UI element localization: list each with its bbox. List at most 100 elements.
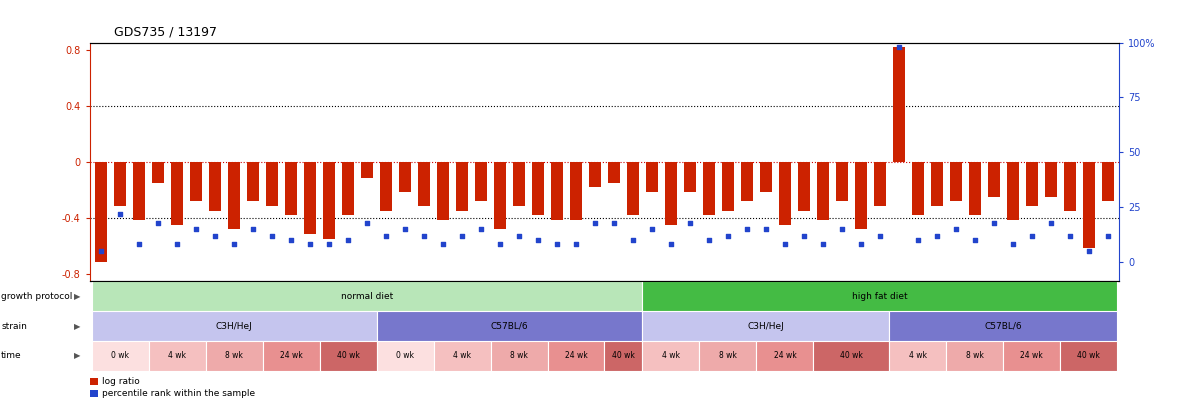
Bar	[494, 162, 506, 229]
Text: 24 wk: 24 wk	[565, 352, 588, 360]
Text: ▶: ▶	[74, 292, 80, 301]
Bar	[816, 162, 830, 220]
Bar	[320, 341, 377, 371]
Bar	[912, 162, 924, 215]
Bar	[889, 311, 1117, 341]
Text: high fat diet: high fat diet	[852, 292, 907, 301]
Point	[320, 241, 339, 248]
Bar	[152, 162, 164, 183]
Point	[1003, 241, 1022, 248]
Bar	[855, 162, 867, 229]
Bar	[779, 162, 791, 225]
Point	[718, 232, 737, 239]
Bar	[171, 162, 183, 225]
Point	[433, 241, 452, 248]
Text: log ratio: log ratio	[102, 377, 140, 386]
Text: ▶: ▶	[74, 352, 80, 360]
Point	[984, 219, 1003, 226]
Bar	[262, 341, 320, 371]
Point	[757, 226, 776, 232]
Text: percentile rank within the sample: percentile rank within the sample	[102, 389, 255, 398]
Text: 40 wk: 40 wk	[336, 352, 359, 360]
Point	[452, 232, 472, 239]
Point	[92, 248, 111, 254]
Bar	[627, 162, 639, 215]
Bar	[604, 341, 643, 371]
Point	[243, 226, 262, 232]
Point	[377, 232, 396, 239]
Bar	[531, 162, 545, 215]
Text: C3H/HeJ: C3H/HeJ	[215, 322, 253, 330]
Text: 40 wk: 40 wk	[1077, 352, 1100, 360]
Bar	[148, 341, 206, 371]
Text: C3H/HeJ: C3H/HeJ	[748, 322, 784, 330]
Bar	[646, 162, 658, 192]
Point	[795, 232, 814, 239]
Text: 8 wk: 8 wk	[966, 352, 984, 360]
Point	[909, 237, 928, 243]
Bar	[1007, 162, 1019, 220]
Text: 4 wk: 4 wk	[168, 352, 187, 360]
Text: C57BL/6: C57BL/6	[984, 322, 1022, 330]
Bar	[323, 162, 335, 239]
Point	[206, 232, 225, 239]
Bar	[377, 341, 433, 371]
Text: growth protocol: growth protocol	[1, 292, 73, 301]
Point	[414, 232, 433, 239]
Bar	[874, 162, 886, 207]
Text: 4 wk: 4 wk	[909, 352, 926, 360]
Point	[1098, 232, 1117, 239]
Text: strain: strain	[1, 322, 28, 330]
Point	[1022, 232, 1041, 239]
Point	[604, 219, 624, 226]
Bar	[757, 341, 814, 371]
Text: GDS735 / 13197: GDS735 / 13197	[114, 26, 217, 38]
Point	[662, 241, 681, 248]
Bar	[475, 162, 487, 201]
Point	[566, 241, 585, 248]
Bar	[683, 162, 697, 192]
Bar	[418, 162, 430, 207]
Point	[585, 219, 604, 226]
Bar	[741, 162, 753, 201]
Point	[832, 226, 851, 232]
Point	[851, 241, 870, 248]
Point	[528, 237, 547, 243]
Point	[547, 241, 566, 248]
Bar	[699, 341, 757, 371]
Text: 24 wk: 24 wk	[280, 352, 303, 360]
Point	[947, 226, 966, 232]
Text: 24 wk: 24 wk	[1021, 352, 1044, 360]
Bar	[227, 162, 241, 229]
Bar	[92, 311, 377, 341]
Bar	[361, 162, 373, 179]
Point	[339, 237, 358, 243]
Bar	[797, 162, 810, 211]
Point	[813, 241, 832, 248]
Bar	[433, 341, 491, 371]
Point	[699, 237, 718, 243]
Bar	[931, 162, 943, 207]
Text: 8 wk: 8 wk	[510, 352, 528, 360]
Point	[737, 226, 757, 232]
Point	[491, 241, 510, 248]
Bar	[266, 162, 278, 207]
Point	[168, 241, 187, 248]
Bar	[988, 162, 999, 196]
Point	[395, 226, 414, 232]
Bar	[968, 162, 982, 215]
Point	[776, 241, 795, 248]
Bar	[722, 162, 734, 211]
Bar	[304, 162, 316, 234]
Text: 0 wk: 0 wk	[111, 352, 129, 360]
Text: 4 wk: 4 wk	[662, 352, 680, 360]
Bar	[1064, 162, 1076, 211]
Bar	[949, 162, 962, 201]
Text: 24 wk: 24 wk	[773, 352, 796, 360]
Bar	[92, 341, 148, 371]
Text: ▶: ▶	[74, 322, 80, 330]
Bar	[947, 341, 1003, 371]
Point	[1061, 232, 1080, 239]
Point	[281, 237, 300, 243]
Bar	[589, 162, 601, 187]
